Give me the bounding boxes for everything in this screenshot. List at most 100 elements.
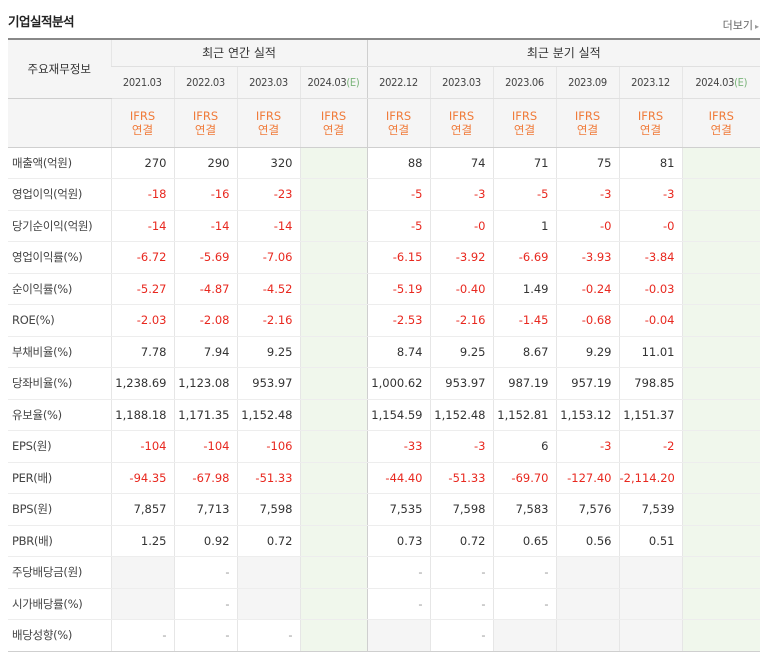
period-header: 2024.03(E) [681, 66, 761, 99]
ifrs-badge: IFRS 연결 [173, 98, 237, 148]
ifrs-badge: IFRS 연결 [681, 98, 761, 148]
period-label: 2021.03 [122, 75, 162, 89]
table-cell [236, 556, 300, 589]
table-cell: 71 [492, 147, 556, 179]
ifrs-badge: IFRS 연결 [618, 98, 682, 148]
table-row: 부채비율(%) 7.78 7.94 9.25 8.74 9.25 8.67 9.29 11.01 [8, 335, 761, 368]
ifrs-corner [8, 98, 111, 148]
table-cell: 1,152.48 [429, 399, 493, 431]
table-cell: -106 [236, 430, 300, 463]
table-cell [681, 273, 761, 305]
table-cell: -94.35 [110, 462, 174, 494]
table-row: EPS(원) -104 -104 -106 -33 -3 6 -3 -2 [8, 430, 761, 463]
table-cell: 0.92 [173, 525, 237, 557]
table-row: 주당배당금(원) - - - - [8, 556, 761, 589]
table-cell: -5 [492, 178, 556, 211]
ifrs-badge: IFRS 연결 [492, 98, 556, 148]
table-cell [681, 304, 761, 337]
table-cell: 1,188.18 [110, 399, 174, 431]
table-cell: -51.33 [429, 462, 493, 494]
table-cell [681, 178, 761, 211]
table-cell [299, 178, 367, 211]
table-cell: 0.72 [236, 525, 300, 557]
table-cell [299, 619, 367, 652]
table-cell: 290 [173, 147, 237, 179]
financial-table: 주요재무정보 최근 연간 실적 최근 분기 실적 2021.03 2022.03 2… [8, 38, 761, 652]
table-cell: 7,535 [366, 493, 430, 526]
table-cell [681, 399, 761, 431]
table-cell [299, 588, 367, 620]
table-cell [681, 588, 761, 620]
table-cell: -127.40 [555, 462, 619, 494]
table-cell: 1.49 [492, 273, 556, 305]
table-cell: - [173, 588, 237, 620]
table-cell: -2,114.20 [618, 462, 682, 494]
table-cell: -5 [366, 210, 430, 242]
period-label: 2023.03 [249, 75, 288, 89]
table-cell: - [366, 556, 430, 589]
table-cell: -4.52 [236, 273, 300, 305]
table-cell [681, 556, 761, 589]
period-header: 2023.09 [555, 66, 619, 99]
table-cell: - [366, 588, 430, 620]
table-cell: 7,713 [173, 493, 237, 526]
table-cell: -3 [429, 430, 493, 463]
table-cell: -2.08 [173, 304, 237, 337]
table-cell: -5 [366, 178, 430, 211]
table-cell [299, 210, 367, 242]
table-cell: 957.19 [555, 367, 619, 400]
period-header: 2021.03 [111, 66, 174, 99]
table-cell: -3.84 [618, 241, 682, 274]
table-cell: 0.72 [429, 525, 493, 557]
ifrs-badge: IFRS 연결 [429, 98, 493, 148]
table-row: 당좌비율(%) 1,238.69 1,123.08 953.97 1,000.62 953… [8, 367, 761, 400]
table-cell [681, 335, 761, 368]
table-cell [618, 588, 682, 620]
table-row: PER(배) -94.35 -67.98 -51.33 -44.40 -51.33 -69.… [8, 462, 761, 494]
table-cell: 987.19 [492, 367, 556, 400]
table-cell: - [110, 619, 174, 652]
table-row: 영업이익률(%) -6.72 -5.69 -7.06 -6.15 -3.92 -6.69 -3… [8, 241, 761, 274]
table-cell: - [429, 556, 493, 589]
table-cell: 9.25 [429, 335, 493, 368]
row-label: 유보율(%) [8, 399, 111, 431]
table-cell [681, 367, 761, 400]
period-header: 2023.03 [236, 66, 300, 99]
table-cell: - [429, 619, 493, 652]
table-cell: -3 [429, 178, 493, 211]
table-cell [299, 273, 367, 305]
table-cell: 9.29 [555, 335, 619, 368]
table-cell [618, 556, 682, 589]
table-cell: -104 [173, 430, 237, 463]
table-cell: -14 [236, 210, 300, 242]
table-cell [299, 335, 367, 368]
period-header: 2022.12 [366, 66, 430, 99]
table-cell: 88 [366, 147, 430, 179]
ifrs-header-row: IFRS 연결 IFRS 연결 IFRS 연결 IFRS 연결 IFRS 연결 IFRS 연결 IFRS… [8, 98, 761, 148]
ifrs-badge: IFRS 연결 [555, 98, 619, 148]
table-cell: 11.01 [618, 335, 682, 368]
table-cell [299, 399, 367, 431]
table-cell: 6 [492, 430, 556, 463]
table-cell: -51.33 [236, 462, 300, 494]
period-label: 2023.12 [631, 75, 670, 89]
table-cell: 1,152.48 [236, 399, 300, 431]
table-cell [299, 556, 367, 589]
period-header: 2023.06 [492, 66, 556, 99]
table-cell: -3 [555, 178, 619, 211]
table-row: 시가배당률(%) - - - - [8, 588, 761, 620]
table-cell: -14 [110, 210, 174, 242]
more-link[interactable]: 더보기 ▸ [723, 17, 759, 33]
table-cell: -0.03 [618, 273, 682, 305]
table-cell: 0.65 [492, 525, 556, 557]
table-cell [681, 493, 761, 526]
table-cell: -2 [618, 430, 682, 463]
table-cell: - [429, 588, 493, 620]
table-cell: 7,576 [555, 493, 619, 526]
table-cell: -0.24 [555, 273, 619, 305]
table-cell: 1.25 [110, 525, 174, 557]
table-cell: - [173, 556, 237, 589]
table-row: 배당성향(%) - - - - [8, 619, 761, 652]
header-group-row: 주요재무정보 최근 연간 실적 최근 분기 실적 [8, 38, 761, 99]
table-cell: - [236, 619, 300, 652]
